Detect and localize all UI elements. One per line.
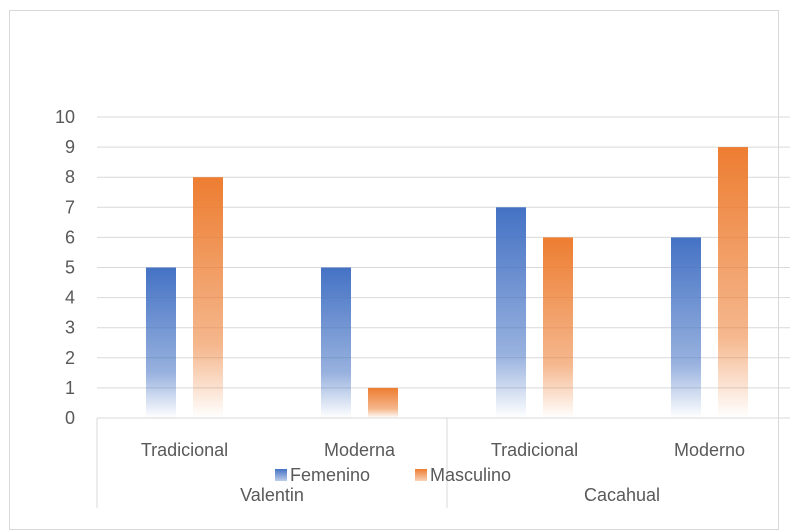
category-label: Tradicional <box>141 440 228 460</box>
legend-label-masculino: Masculino <box>430 465 511 485</box>
legend-swatch-femenino <box>275 469 287 481</box>
legend-label-femenino: Femenino <box>290 465 370 485</box>
y-tick-label: 2 <box>65 348 75 368</box>
y-tick-label: 5 <box>65 258 75 278</box>
bar-femenino-2 <box>496 207 526 418</box>
x-axis: Tradicional Moderna Valentin Tradicional Mod… <box>96 417 790 508</box>
bar-femenino-3 <box>671 237 701 418</box>
legend: Femenino Masculino <box>275 465 511 485</box>
group-label: Valentin <box>240 485 304 505</box>
y-tick-label: 0 <box>65 408 75 428</box>
y-axis-ticks: 0 1 2 3 4 5 6 7 8 9 10 <box>55 107 75 428</box>
bar-masculino-1 <box>368 387 398 418</box>
y-tick-label: 8 <box>65 167 75 187</box>
bar-femenino-0 <box>146 267 176 418</box>
legend-swatch-masculino <box>415 469 427 481</box>
group-label: Cacahual <box>584 485 660 505</box>
bars <box>146 147 748 418</box>
category-label: Tradicional <box>491 440 578 460</box>
y-tick-label: 6 <box>65 227 75 247</box>
bar-masculino-2 <box>543 237 573 418</box>
y-tick-label: 3 <box>65 318 75 338</box>
category-label: Moderno <box>674 440 745 460</box>
bar-femenino-1 <box>321 267 351 418</box>
category-label: Moderna <box>324 440 396 460</box>
y-tick-label: 9 <box>65 137 75 157</box>
y-tick-label: 4 <box>65 288 75 308</box>
bar-masculino-0 <box>193 177 223 418</box>
y-tick-label: 7 <box>65 197 75 217</box>
y-tick-label: 10 <box>55 107 75 127</box>
y-tick-label: 1 <box>65 378 75 398</box>
bar-masculino-3 <box>718 147 748 418</box>
